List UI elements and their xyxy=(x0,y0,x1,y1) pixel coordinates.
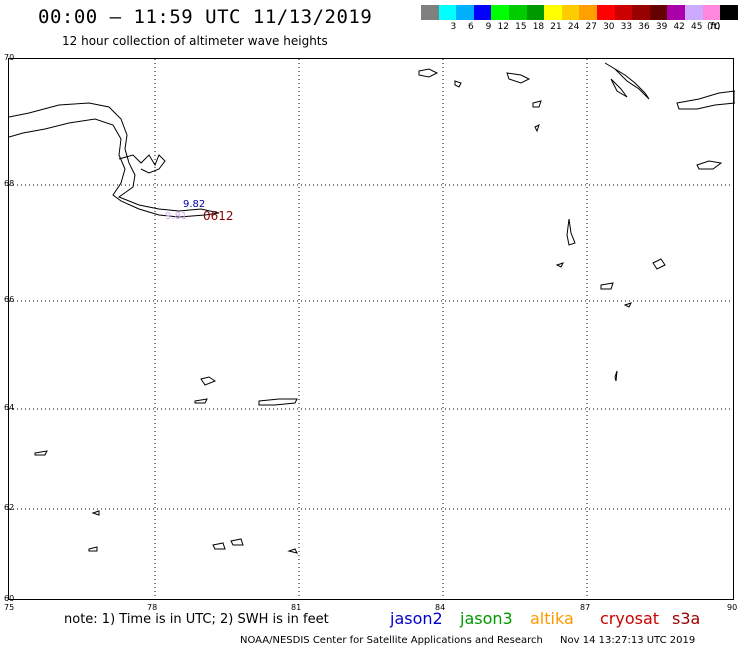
legend-label: 70 xyxy=(708,22,721,32)
map-title: 00:00 – 11:59 UTC 11/13/2019 xyxy=(38,6,373,28)
legend-swatch xyxy=(526,5,545,20)
legend-label: 18 xyxy=(532,22,545,32)
legend-label: 33 xyxy=(620,22,633,32)
legend-swatch xyxy=(561,5,580,20)
map-panel: 9.82 9.81 0612 xyxy=(8,58,735,601)
lon-label: 84 xyxy=(435,603,446,612)
legend-swatch xyxy=(579,5,597,20)
footer-note: note: 1) Time is in UTC; 2) SWH is in fe… xyxy=(64,612,329,627)
satellite-s3a: s3a xyxy=(672,609,701,628)
wave-height-legend xyxy=(421,5,738,20)
legend-label xyxy=(720,22,738,32)
legend-swatch xyxy=(684,5,703,20)
legend-labels: 3 6 9 12 15 18 21 24 27 30 33 36 39 42 45 70 xyxy=(421,22,738,32)
grid-lines xyxy=(9,59,735,601)
coastlines xyxy=(9,62,735,554)
map-canvas: 9.82 9.81 0612 xyxy=(9,59,735,601)
legend-swatch xyxy=(632,5,650,20)
pass-time-label: 0612 xyxy=(203,209,234,223)
legend-label: 15 xyxy=(515,22,527,32)
satellite-cryosat: cryosat xyxy=(600,609,660,628)
legend-label: 21 xyxy=(550,22,562,32)
lat-label: 66 xyxy=(4,295,15,304)
legend-swatch xyxy=(456,5,474,20)
legend-label: 30 xyxy=(603,22,615,32)
legend-swatch xyxy=(702,5,721,20)
satellite-altika: altika xyxy=(530,609,574,628)
legend-label: 39 xyxy=(655,22,668,32)
lat-label: 68 xyxy=(4,179,15,188)
lon-label: 87 xyxy=(580,603,591,612)
legend-swatch xyxy=(596,5,615,20)
legend-swatch xyxy=(720,5,738,20)
legend-swatch xyxy=(491,5,509,20)
credit-line: NOAA/NESDIS Center for Satellite Applica… xyxy=(240,635,695,646)
lon-label: 78 xyxy=(147,603,158,612)
legend-label xyxy=(421,22,439,32)
legend-label: 27 xyxy=(585,22,597,32)
lat-label: 62 xyxy=(4,503,15,512)
lon-label: 90 xyxy=(727,603,738,612)
legend-label: 6 xyxy=(468,22,474,32)
legend-swatch xyxy=(649,5,668,20)
legend-swatch xyxy=(421,5,439,20)
legend-label: 12 xyxy=(497,22,509,32)
legend-swatch xyxy=(544,5,562,20)
legend-swatch xyxy=(508,5,527,20)
lat-label: 70 xyxy=(4,53,15,62)
legend-swatch xyxy=(614,5,633,20)
lat-label: 64 xyxy=(4,403,15,412)
legend-label: 9 xyxy=(485,22,492,32)
satellite-jason2: jason2 xyxy=(390,609,443,628)
lon-label: 75 xyxy=(4,603,15,612)
legend-label: 24 xyxy=(567,22,580,32)
wave-height-label: 9.82 xyxy=(183,199,205,210)
map-subtitle: 12 hour collection of altimeter wave hei… xyxy=(62,34,328,48)
legend-swatch xyxy=(667,5,685,20)
legend-label: 42 xyxy=(673,22,685,32)
legend-unit: (ft) xyxy=(707,22,721,32)
credit-text: NOAA/NESDIS Center for Satellite Applica… xyxy=(240,635,543,646)
wave-height-label: 9.81 xyxy=(165,211,187,222)
lat-label: 60 xyxy=(4,594,15,603)
generated-timestamp: Nov 14 13:27:13 UTC 2019 xyxy=(560,635,696,646)
legend-label: 45 xyxy=(691,22,703,32)
satellite-jason3: jason3 xyxy=(460,609,513,628)
legend-label: 36 xyxy=(638,22,650,32)
legend-label: 3 xyxy=(450,22,457,32)
lon-label: 81 xyxy=(291,603,302,612)
legend-swatch xyxy=(438,5,457,20)
legend-swatch xyxy=(473,5,492,20)
